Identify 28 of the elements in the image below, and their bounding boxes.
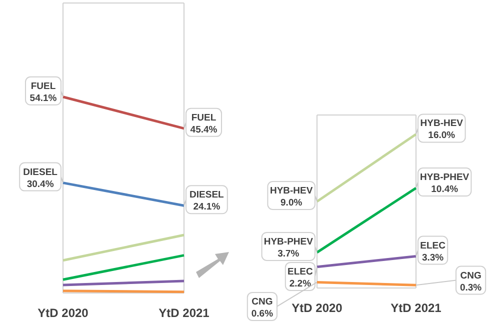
data-label: 30.4%: [26, 178, 54, 190]
text: ELEC: [420, 240, 446, 252]
text: FUEL: [30, 80, 56, 92]
series-label: FUEL: [191, 112, 216, 124]
data-label: 2.2%: [289, 278, 312, 290]
series-label: ELEC: [288, 266, 314, 278]
data-label: 10.4%: [431, 184, 459, 196]
data-label: 3.3%: [422, 252, 444, 264]
data-label: 54.1%: [30, 92, 58, 104]
data-label: 0.3%: [460, 282, 482, 294]
series-label: HYB-HEV: [270, 186, 314, 196]
text: CNG: [460, 270, 482, 282]
data-label: 24.1%: [193, 202, 221, 213]
text: HYB-PHEV: [420, 172, 470, 184]
data-label: 16.0%: [428, 130, 456, 142]
series-label: DIESEL: [23, 166, 58, 178]
data-label: 45.4%: [190, 124, 218, 136]
data-label: 0.6%: [251, 308, 274, 320]
series-label: HYB-PHEV: [264, 236, 314, 248]
data-label: 9.0%: [280, 198, 303, 208]
x-tick-label: YtD 2020: [292, 301, 343, 315]
text: DIESEL: [190, 190, 224, 201]
x-tick-label: YtD 2021: [390, 301, 442, 315]
text: HYB-HEV: [420, 118, 464, 130]
x-tick-label: YtD 2021: [158, 306, 210, 320]
x-tick-label: YtD 2020: [38, 306, 89, 320]
data-label: 3.7%: [278, 248, 300, 260]
text: CNG: [252, 296, 273, 308]
